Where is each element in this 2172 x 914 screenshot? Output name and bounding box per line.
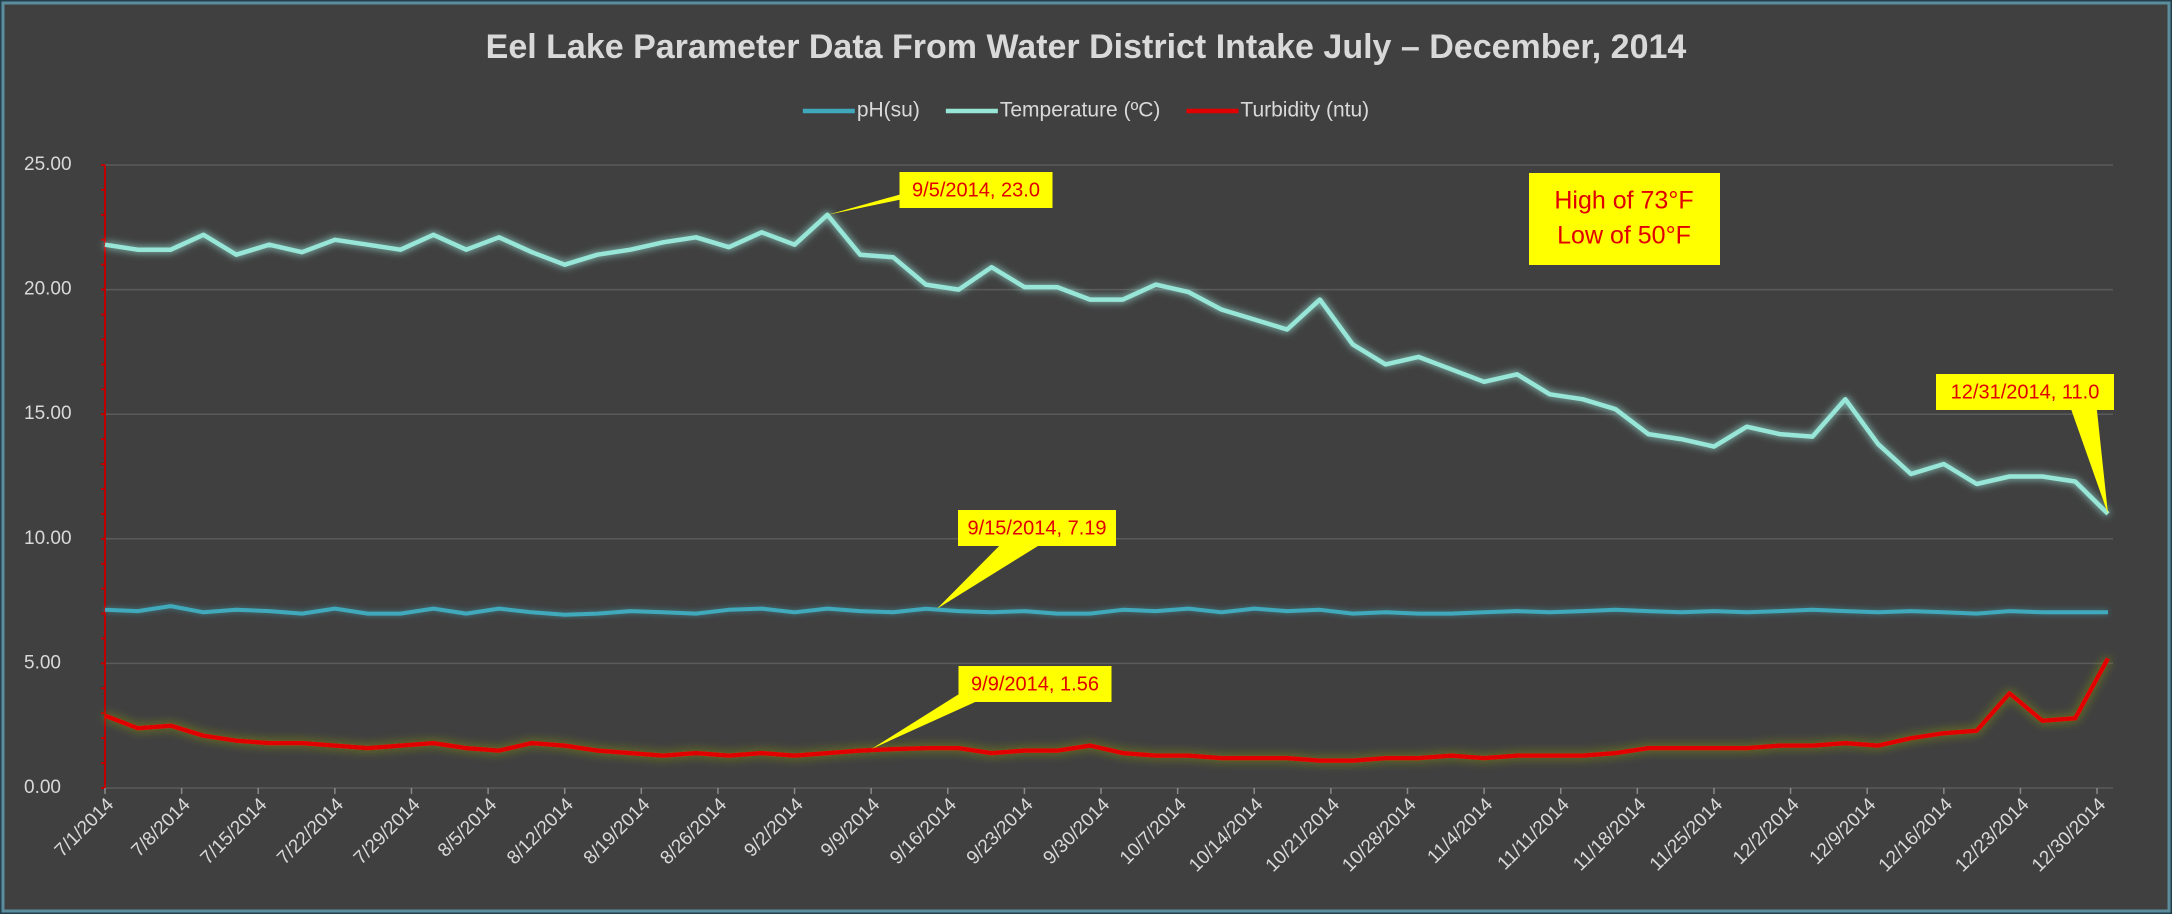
legend-item: Temperature (ºC) (945, 99, 1161, 122)
series-line (104, 657, 2110, 763)
legend-label: pH(su) (857, 99, 920, 122)
y-tick-label: 0.00 (24, 777, 61, 798)
legend-label: Temperature (ºC) (1000, 99, 1161, 122)
callout-box (1936, 374, 2114, 410)
callout-label: 9/5/2014, 23.0 (912, 179, 1040, 201)
callout-label: 9/15/2014, 7.19 (967, 517, 1106, 539)
legend-label: Turbidity (ntu) (1240, 99, 1369, 122)
legend: pH(su) Temperature (ºC) Turbidity (ntu) (802, 99, 1369, 122)
y-tick-label: 10.00 (24, 528, 72, 549)
series-line (104, 604, 2108, 617)
callout-box (899, 172, 1053, 208)
callout-label: 9/9/2014, 1.56 (971, 673, 1099, 695)
y-tick-label: 5.00 (24, 652, 61, 673)
callout-box (958, 510, 1116, 546)
y-tick-label: 25.00 (24, 154, 72, 175)
text-box-line: High of 73°F (1554, 187, 1693, 215)
callout-pointer (936, 528, 1067, 609)
annotations: 9/5/2014, 23.0 9/15/2014, 7.19 9/9/2014, 1… (827, 172, 2114, 750)
chart-title: Eel Lake Parameter Data From Water Distr… (486, 28, 1687, 66)
text-box-line: Low of 50°F (1557, 222, 1691, 250)
text-box (1529, 173, 1720, 265)
y-tick-label: 15.00 (24, 403, 72, 424)
plot-area (104, 212, 2110, 763)
callout-label: 12/31/2014, 11.0 (1951, 381, 2100, 403)
legend-item: pH(su) (802, 99, 920, 122)
callout-pointer (2065, 392, 2108, 514)
series-line (104, 212, 2110, 516)
callout-box (958, 666, 1112, 702)
legend-item: Turbidity (ntu) (1186, 99, 1369, 122)
y-tick-label: 20.00 (24, 279, 72, 300)
